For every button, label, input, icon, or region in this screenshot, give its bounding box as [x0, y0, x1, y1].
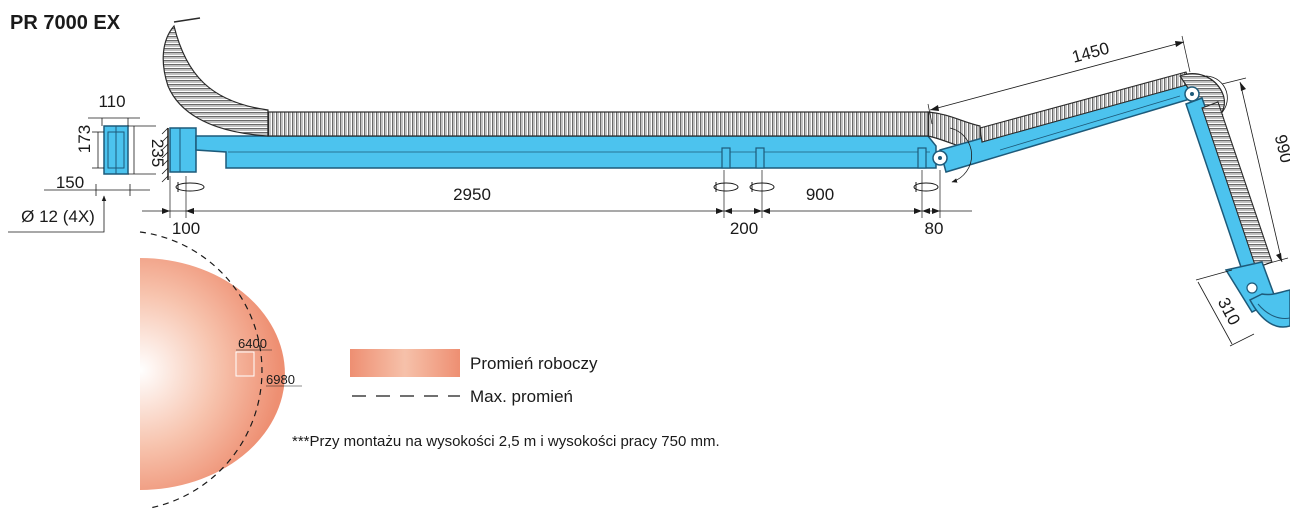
dim-mount-height-inner: 173	[75, 125, 94, 153]
dim-310: 310	[1214, 294, 1244, 328]
dim-900: 900	[806, 185, 834, 204]
hose-horizontal	[267, 111, 931, 137]
max-radius-arc	[139, 231, 263, 509]
legend: Promień roboczy Max. promień	[350, 349, 598, 406]
hose-inlet-bend	[162, 24, 269, 137]
legend-max-label: Max. promień	[470, 387, 573, 406]
wall-mount-detail: 110 173 235 150 Ø 12 (4X)	[8, 92, 167, 233]
dim-100: 100	[172, 219, 200, 238]
dim-80: 80	[925, 219, 944, 238]
dim-mount-hole: Ø 12 (4X)	[21, 207, 95, 226]
diagram-title: PR 7000 EX	[10, 12, 121, 34]
dim-mount-width-bottom: 150	[56, 173, 84, 192]
dim-mount-height-outer: 235	[148, 139, 167, 167]
dim-200: 200	[730, 219, 758, 238]
footnote: ***Przy montażu na wysokości 2,5 m i wys…	[292, 433, 720, 450]
extraction-arm: 100 2950 200 900 80 1450 990 310	[142, 17, 1290, 347]
legend-working-swatch	[350, 349, 460, 377]
dim-990: 990	[1271, 133, 1290, 165]
legend-working-label: Promień roboczy	[470, 354, 598, 373]
dim-max-radius: 6980	[266, 372, 295, 387]
working-radius-area	[140, 258, 285, 490]
dim-2950: 2950	[453, 185, 491, 204]
radius-diagram: 6400 6980	[139, 231, 302, 509]
dim-mount-width-top: 110	[98, 92, 125, 111]
dim-working-radius: 6400	[238, 336, 267, 351]
dim-1450: 1450	[1070, 39, 1111, 67]
